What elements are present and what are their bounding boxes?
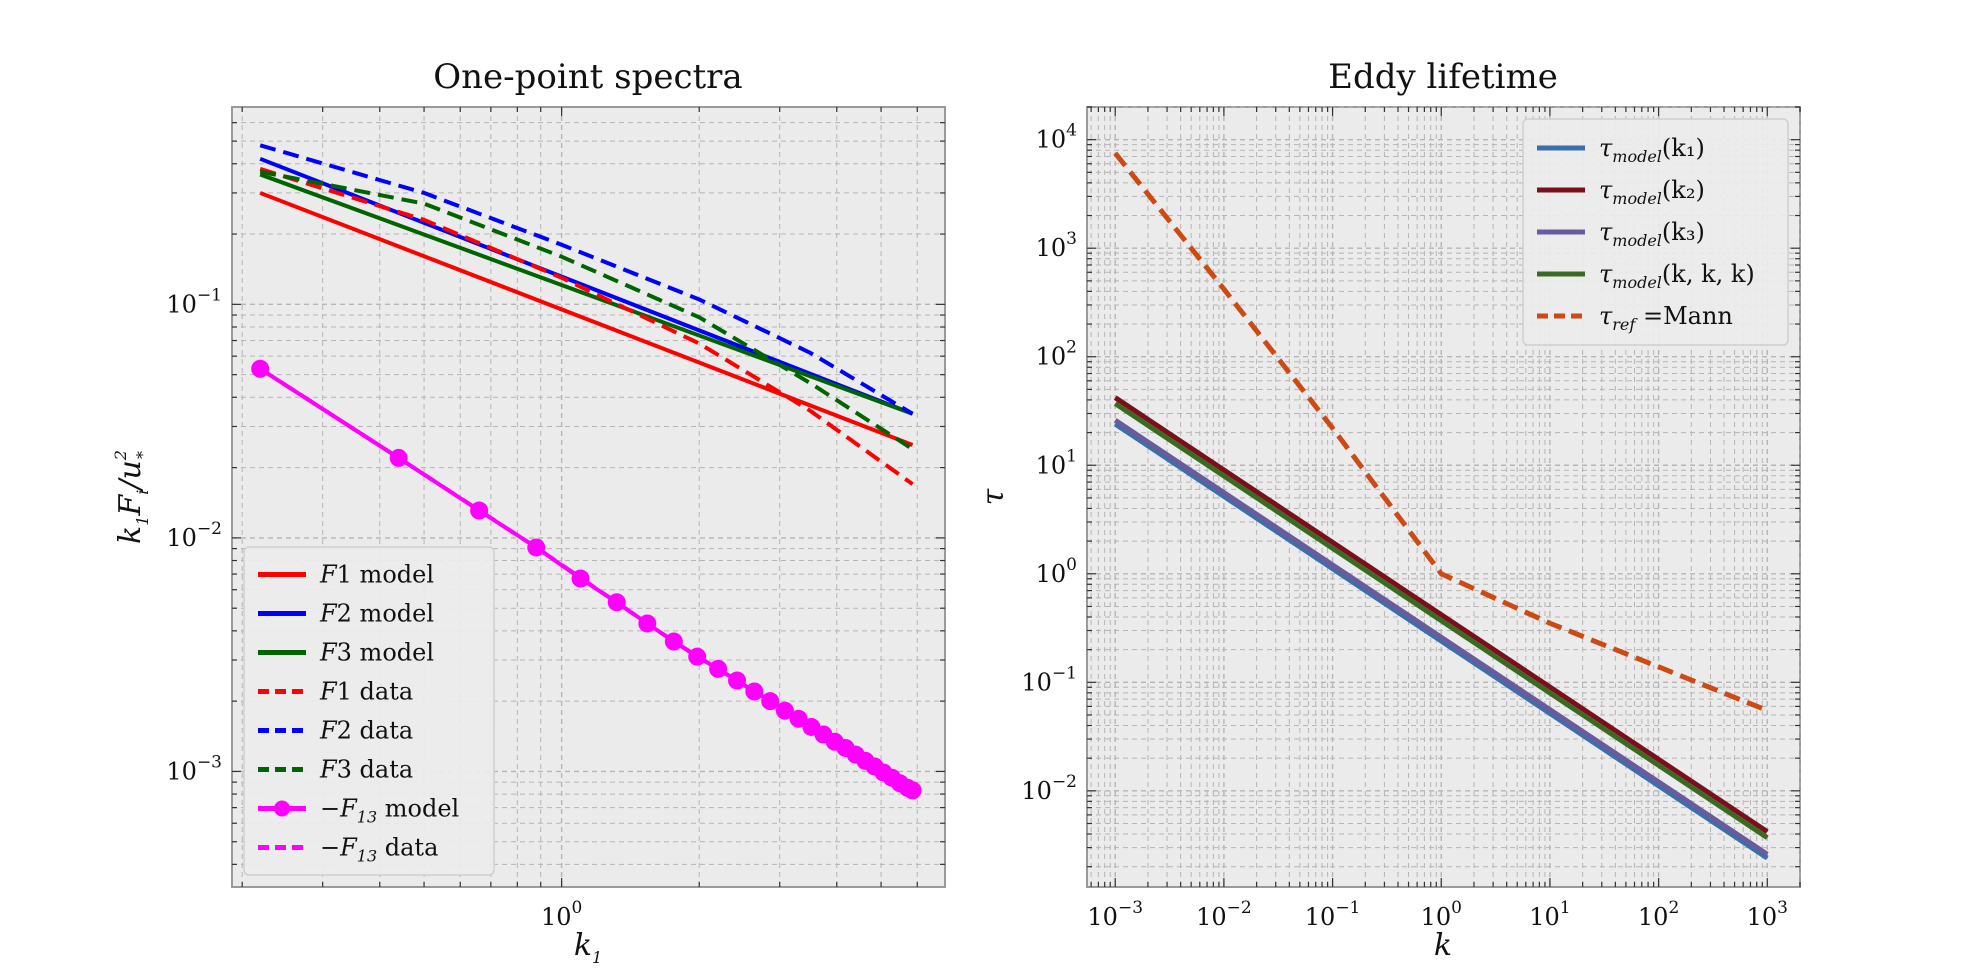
legend-label: F1 data [319,678,413,706]
y-tick-label: 10−1 [1021,663,1077,696]
series-line [259,191,914,447]
tick-layer: 100 10−1 10−2 10−3 [166,107,945,931]
x-axis-label: k [1434,928,1452,963]
series-line [1113,401,1769,840]
x-tick-label: 10−1 [1305,898,1361,931]
y-tick-label: 103 [1036,229,1077,262]
y-tick-label: 10−1 [166,285,222,318]
legend-box [243,546,495,876]
series-line [259,367,914,793]
legend-label: τmodel(k₂) [1599,176,1705,208]
legend-box [1522,118,1789,346]
x-tick-label: 102 [1638,898,1679,931]
x-axis-label: k1 [574,928,602,967]
x-tick-label: 10−3 [1087,898,1143,931]
series-line [259,143,914,416]
x-tick-label: 10−2 [1196,898,1252,931]
legend-label: τmodel(k, k, k) [1599,260,1755,292]
legend-label: τref =Mann [1599,302,1733,334]
y-tick-label: 10−2 [166,519,222,552]
series-line [1113,151,1769,713]
legend-label: τmodel(k₃) [1599,218,1705,250]
legend-label: F2 model [319,600,434,628]
series-line [259,172,914,416]
legend-label: F3 data [319,756,413,784]
y-axis-label: τ [976,488,1011,505]
y-tick-label: 100 [1036,555,1077,588]
y-tick-label: 104 [1036,121,1077,154]
legend-label: F1 model [319,561,434,589]
chart-title: Eddy lifetime [1328,57,1558,97]
series-line [259,167,914,486]
chart-title: One-point spectra [433,57,742,97]
legend: F1 model F2 model F3 model F1 data F2 data F3… [243,546,495,876]
x-tick-label: 103 [1747,898,1788,931]
legend-label: −F13 model [320,795,459,827]
x-tick-label: 100 [541,898,582,931]
legend-label: F2 data [319,717,413,745]
series-line [1113,418,1769,857]
series-line [259,156,914,416]
x-tick-label: 101 [1529,898,1570,931]
series-line [1113,421,1769,861]
series-layer [1113,151,1769,861]
x-tick-label: 100 [1421,898,1462,931]
legend-marker [274,800,290,817]
chart-one-point-spectra: 100 10−1 10−2 10−3 One-point spectra k1 k1F… [111,57,946,967]
y-tick-label: 102 [1036,338,1077,371]
legend-label: −F13 data [320,834,438,866]
svg-text:k1Fi/u2*: k1Fi/u2 * [111,450,152,544]
y-tick-label: 101 [1036,446,1077,479]
series-line [259,169,914,451]
series-layer [251,143,922,800]
y-tick-label: 10−3 [166,752,222,785]
y-tick-label: 10−2 [1021,772,1077,805]
chart-eddy-lifetime: 10−3 10−2 10−1 100 101 102 103 104 103 102 101 100 1… [976,57,1801,963]
series-line [1113,395,1769,834]
legend-label: τmodel(k₁) [1599,134,1705,166]
y-axis-label: k1Fi/u2 * [111,450,152,544]
legend-label: F3 model [319,639,434,667]
legend: τmodel(k₁) τmodel(k₂) τmodel(k₃) τmodel(k, … [1522,118,1789,346]
svg-text:k1: k1 [574,928,602,967]
